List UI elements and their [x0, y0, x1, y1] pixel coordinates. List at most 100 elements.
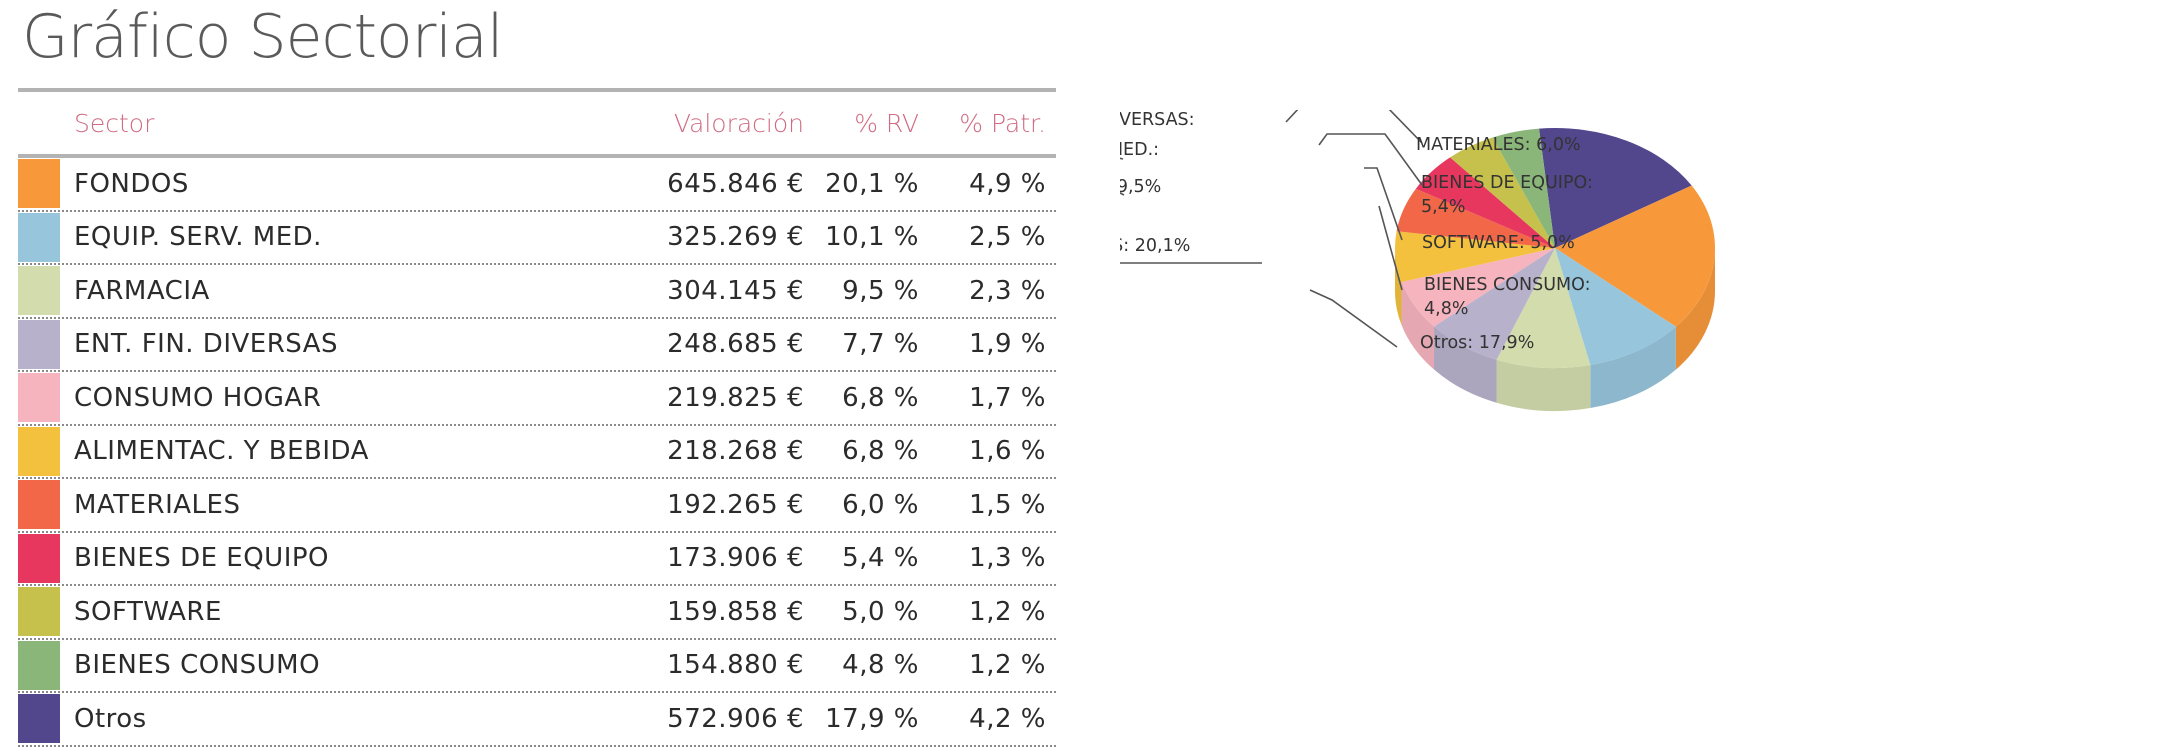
row-valoracion: 304.145 € — [667, 275, 804, 306]
slice-label-2: FARMACIA: 9,5% — [1120, 177, 1161, 197]
table-row: MATERIALES 192.265 € 6,0 % 1,5 % — [18, 479, 1056, 533]
pie-slice-3 — [1434, 248, 1555, 360]
row-patr: 1,6 % — [969, 436, 1046, 467]
color-swatch — [18, 212, 60, 262]
pie-slice-8 — [1450, 137, 1555, 248]
row-rv: 10,1 % — [825, 222, 919, 253]
row-swatch-cell — [18, 212, 64, 262]
row-swatch-cell — [18, 373, 64, 423]
row-swatch-cell — [18, 480, 64, 530]
header-top-rule — [18, 88, 1056, 92]
row-rv: 5,0 % — [842, 596, 919, 627]
row-valoracion: 218.268 € — [667, 436, 804, 467]
row-swatch-cell — [18, 640, 64, 690]
pie-side-2 — [1496, 359, 1591, 411]
color-swatch — [18, 426, 60, 476]
header-patr: % Patr. — [959, 108, 1046, 138]
color-swatch — [18, 159, 60, 209]
pie-side-1 — [1590, 326, 1676, 409]
sector-table: Sector Valoración % RV % Patr. FONDOS 645… — [18, 88, 1056, 747]
row-valoracion: 159.858 € — [667, 596, 804, 627]
header-valoracion: Valoración — [673, 108, 804, 138]
pie-slice-2 — [1496, 248, 1591, 368]
slice-label-10: Otros: 17,9% — [1420, 333, 1534, 353]
pie-side-0 — [1675, 248, 1715, 370]
row-patr: 1,2 % — [969, 650, 1046, 681]
row-valoracion: 154.880 € — [667, 650, 804, 681]
row-rv: 6,8 % — [842, 436, 919, 467]
leader-line-9 — [1378, 205, 1403, 291]
pie-slice-1 — [1555, 248, 1676, 366]
row-valoracion: 572.906 € — [667, 703, 804, 734]
row-swatch-cell — [18, 533, 64, 583]
slice-label-9: BIENES CONSUMO: — [1424, 275, 1591, 295]
row-rv: 6,0 % — [842, 489, 919, 520]
pie-slice-4 — [1401, 248, 1555, 327]
row-patr: 2,3 % — [969, 275, 1046, 306]
slice-label-6: MATERIALES: 6,0% — [1416, 135, 1581, 155]
row-sector: MATERIALES — [74, 489, 241, 520]
header-rv: % RV — [854, 108, 919, 138]
row-patr: 1,5 % — [969, 489, 1046, 520]
color-swatch — [18, 480, 60, 530]
row-rv: 7,7 % — [842, 329, 919, 360]
row-rv: 17,9 % — [825, 703, 919, 734]
row-sector: SOFTWARE — [74, 596, 222, 627]
page-title: Gráfico Sectorial — [22, 2, 503, 72]
row-sector: BIENES CONSUMO — [74, 650, 321, 681]
row-swatch-cell — [18, 319, 64, 369]
row-sector: FARMACIA — [74, 275, 210, 306]
row-rv: 4,8 % — [842, 650, 919, 681]
row-patr: 2,5 % — [969, 222, 1046, 253]
pie-side-4 — [1401, 281, 1435, 370]
table-row: BIENES CONSUMO 154.880 € 4,8 % 1,2 % — [18, 640, 1056, 693]
table-row: FONDOS 645.846 € 20,1 % 4,9 % — [18, 158, 1056, 212]
header-bottom-rule — [18, 154, 1056, 158]
leader-line-8 — [1364, 167, 1403, 241]
table-row: EQUIP. SERV. MED. 325.269 € 10,1 % 2,5 % — [18, 212, 1056, 265]
row-patr: 1,3 % — [969, 543, 1046, 574]
row-rv: 5,4 % — [842, 543, 919, 574]
table-row: SOFTWARE 159.858 € 5,0 % 1,2 % — [18, 586, 1056, 640]
color-swatch — [18, 533, 60, 583]
table-row: CONSUMO HOGAR 219.825 € 6,8 % 1,7 % — [18, 372, 1056, 426]
color-swatch — [18, 640, 60, 690]
row-patr: 1,7 % — [969, 382, 1046, 413]
row-swatch-cell — [18, 159, 64, 209]
row-patr: 1,2 % — [969, 596, 1046, 627]
pie-slice-10 — [1539, 128, 1692, 248]
row-swatch-cell — [18, 266, 64, 316]
slice-label-9: 4,8% — [1424, 299, 1468, 319]
color-swatch — [18, 319, 60, 369]
color-swatch — [18, 266, 60, 316]
row-valoracion: 325.269 € — [667, 222, 804, 253]
pie-side-5 — [1395, 248, 1402, 325]
row-sector: ALIMENTAC. Y BEBIDA — [74, 436, 369, 467]
row-sector: EQUIP. SERV. MED. — [74, 222, 322, 253]
row-swatch-cell — [18, 587, 64, 637]
row-valoracion: 645.846 € — [667, 168, 804, 199]
table-row: FARMACIA 304.145 € 9,5 % 2,3 % — [18, 265, 1056, 319]
pie-side-3 — [1434, 326, 1497, 403]
row-sector: FONDOS — [74, 168, 189, 199]
leader-line-1 — [1120, 192, 1125, 196]
pie-slice-9 — [1492, 128, 1555, 248]
row-patr: 4,9 % — [969, 168, 1046, 199]
row-rv: 9,5 % — [842, 275, 919, 306]
row-swatch-cell — [18, 426, 64, 476]
color-swatch — [18, 587, 60, 637]
header-sector: Sector — [74, 108, 155, 138]
slice-label-7: 5,4% — [1421, 197, 1465, 217]
leader-line-7 — [1318, 133, 1423, 186]
row-valoracion: 248.685 € — [667, 329, 804, 360]
leader-line-6 — [1285, 110, 1423, 144]
slice-label-1: EQUIP. SERV. MED.: — [1120, 140, 1159, 160]
row-sector: BIENES DE EQUIPO — [74, 543, 330, 574]
row-patr: 4,2 % — [969, 703, 1046, 734]
table-row: BIENES DE EQUIPO 173.906 € 5,4 % 1,3 % — [18, 533, 1056, 586]
pie-chart: FONDOS: 20,1%EQUIP. SERV. MED.:10,1%FARM… — [1120, 110, 1715, 411]
row-valoracion: 219.825 € — [667, 382, 804, 413]
table-row: ENT. FIN. DIVERSAS 248.685 € 7,7 % 1,9 % — [18, 319, 1056, 372]
leader-line-10 — [1309, 289, 1398, 348]
table-row: Otros 572.906 € 17,9 % 4,2 % — [18, 693, 1056, 747]
